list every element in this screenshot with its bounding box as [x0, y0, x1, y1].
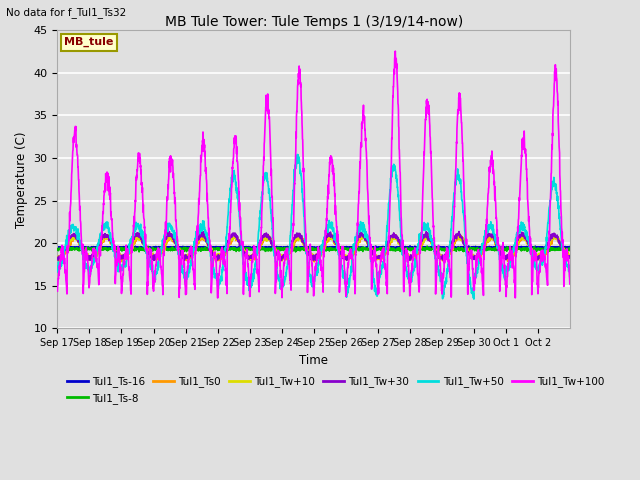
- Title: MB Tule Tower: Tule Temps 1 (3/19/14-now): MB Tule Tower: Tule Temps 1 (3/19/14-now…: [164, 15, 463, 29]
- Text: No data for f_Tul1_Ts32: No data for f_Tul1_Ts32: [6, 7, 127, 18]
- X-axis label: Time: Time: [300, 354, 328, 367]
- Legend: Tul1_Ts-16, Tul1_Ts-8, Tul1_Ts0, Tul1_Tw+10, Tul1_Tw+30, Tul1_Tw+50, Tul1_Tw+100: Tul1_Ts-16, Tul1_Ts-8, Tul1_Ts0, Tul1_Tw…: [63, 372, 609, 408]
- Text: MB_tule: MB_tule: [65, 37, 114, 48]
- Y-axis label: Temperature (C): Temperature (C): [15, 131, 28, 228]
